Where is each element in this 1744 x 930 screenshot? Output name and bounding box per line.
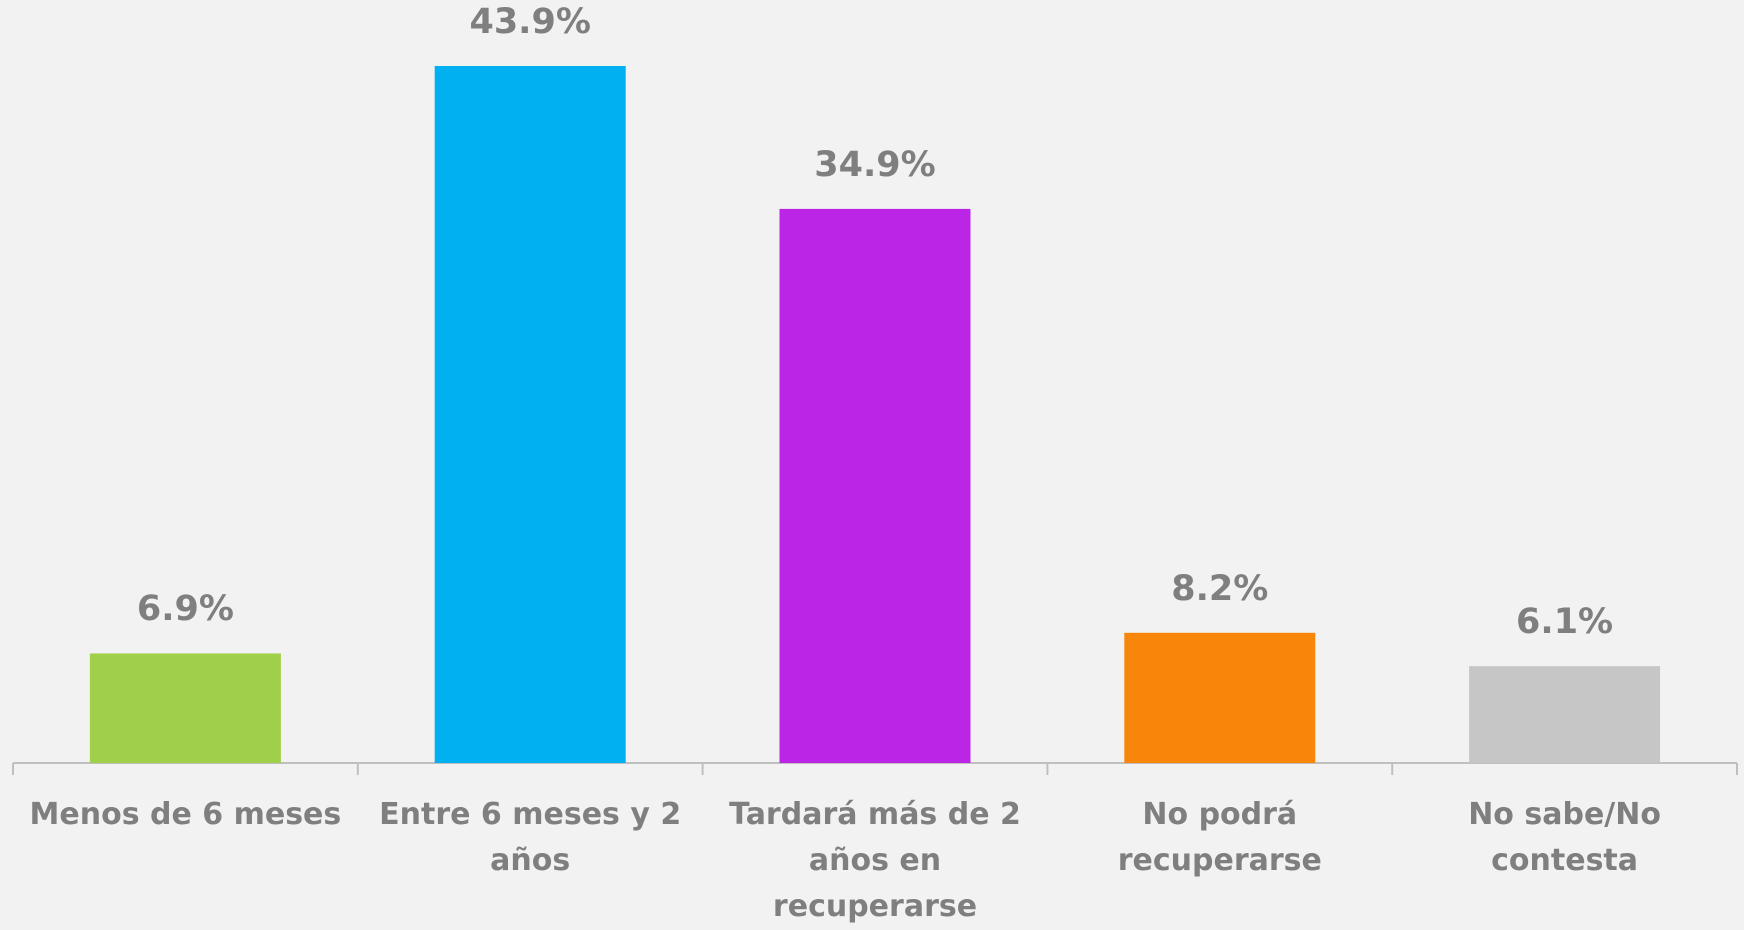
x-tick-label: No sabe/No contesta [1468,797,1661,878]
value-label: 34.9% [814,144,936,185]
bar [1469,666,1661,763]
value-label: 6.1% [1516,602,1614,643]
bar [1124,632,1316,763]
bar [779,208,971,763]
value-label: 6.9% [136,589,234,630]
x-tick-label: Menos de 6 meses [29,797,342,832]
value-label: 8.2% [1171,568,1269,609]
chart [12,66,1738,775]
page: 6.9% Menos de 6 meses 43.9% Entre 6 meses y… [12,2,1738,924]
x-tick-label: No podrá recuperarse [1117,797,1322,878]
value-label: 43.9% [469,2,591,42]
x-tick-label: Tardará más de 2 años en recuperarse [729,797,1021,924]
bar [434,66,626,763]
x-tick-label: Entre 6 meses y 2 años [379,797,682,878]
bar [89,653,281,763]
